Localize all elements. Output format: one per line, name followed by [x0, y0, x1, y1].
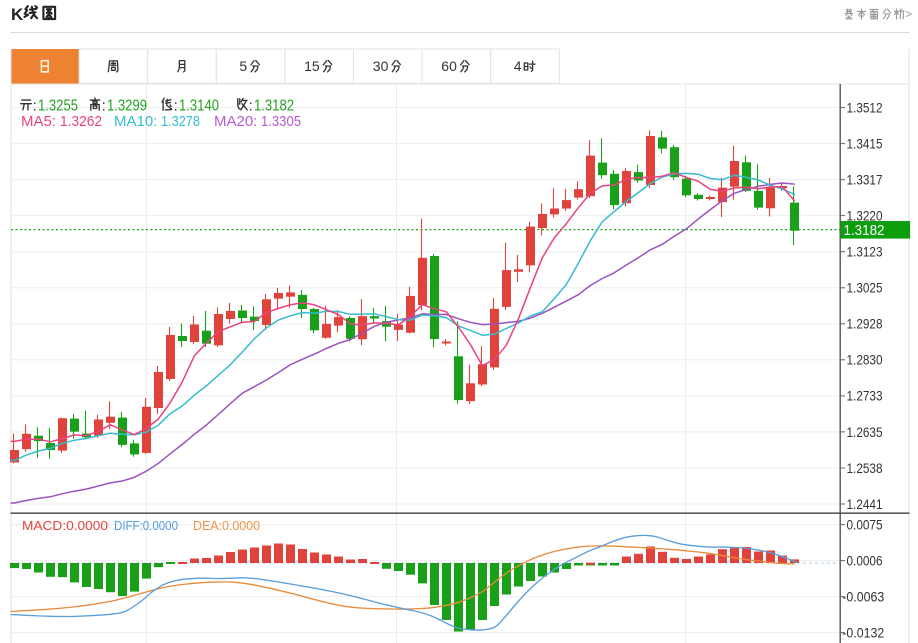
svg-text:1.3025: 1.3025: [847, 281, 883, 296]
svg-text:MA10:: MA10:: [114, 113, 157, 130]
svg-text::: :: [174, 98, 178, 115]
svg-text::: :: [33, 98, 37, 115]
svg-text:1.3182: 1.3182: [844, 223, 885, 239]
svg-text:1.3220: 1.3220: [847, 208, 883, 223]
svg-text:1.2928: 1.2928: [847, 317, 883, 332]
svg-text:4: 4: [514, 58, 522, 74]
svg-text:MACD:0.0000: MACD:0.0000: [22, 518, 108, 533]
svg-text:1.2441: 1.2441: [847, 497, 883, 512]
svg-text:5: 5: [239, 58, 247, 74]
svg-text:1.3255: 1.3255: [38, 98, 78, 115]
svg-text:-0.0132: -0.0132: [842, 625, 884, 640]
svg-text:1.2733: 1.2733: [847, 389, 883, 404]
svg-text:DEA:0.0000: DEA:0.0000: [193, 518, 260, 533]
svg-text:1.3278: 1.3278: [161, 113, 200, 130]
svg-text:DIFF:0.0000: DIFF:0.0000: [114, 518, 178, 533]
svg-text:0.0075: 0.0075: [847, 517, 883, 532]
svg-text:MA20:: MA20:: [214, 113, 257, 130]
svg-text:1.3512: 1.3512: [847, 100, 883, 115]
svg-text:>: >: [905, 7, 912, 21]
svg-text:MA5:: MA5:: [21, 113, 56, 130]
svg-text:-0.0063: -0.0063: [842, 589, 884, 604]
svg-text:1.3182: 1.3182: [254, 98, 294, 115]
svg-text:K: K: [11, 5, 24, 24]
svg-text::: :: [249, 98, 253, 115]
svg-text:1.3123: 1.3123: [847, 245, 883, 260]
svg-text:1.2635: 1.2635: [847, 425, 883, 440]
svg-text:1.2830: 1.2830: [847, 353, 883, 368]
svg-text:1.3140: 1.3140: [179, 98, 219, 115]
svg-text::: :: [102, 98, 106, 115]
svg-text:1.2538: 1.2538: [847, 461, 883, 476]
svg-text:15: 15: [304, 58, 320, 74]
svg-text:1.3317: 1.3317: [847, 172, 883, 187]
svg-text:1.3262: 1.3262: [60, 113, 102, 130]
svg-text:30: 30: [373, 58, 389, 74]
svg-text:1.3305: 1.3305: [261, 113, 301, 130]
svg-text:60: 60: [441, 58, 457, 74]
svg-text:1.3299: 1.3299: [107, 98, 147, 115]
svg-text:1.3415: 1.3415: [847, 136, 883, 151]
svg-text:0.0006: 0.0006: [847, 553, 883, 568]
